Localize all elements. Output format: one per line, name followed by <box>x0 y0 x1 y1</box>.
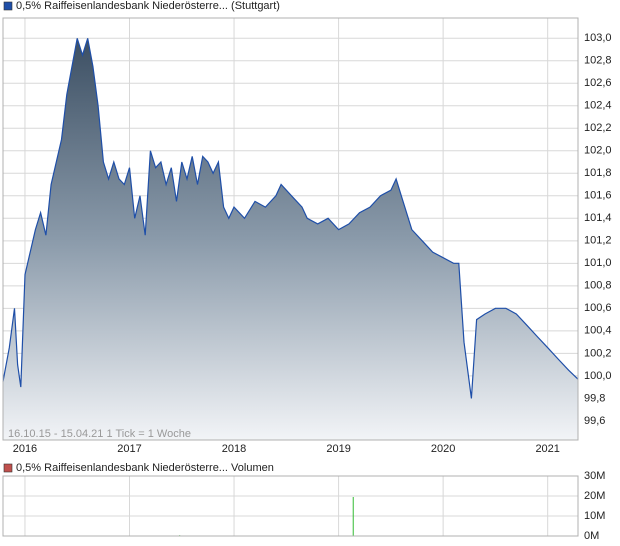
y-tick-label: 103,0 <box>584 32 612 44</box>
x-tick-label: 2016 <box>13 443 37 455</box>
y-tick-label: 30M <box>584 470 605 482</box>
y-tick-label: 101,8 <box>584 167 612 179</box>
x-tick-label: 2017 <box>117 443 141 455</box>
y-tick-label: 102,2 <box>584 122 612 134</box>
legend-label: 0,5% Raiffeisenlandesbank Niederösterre.… <box>16 462 274 474</box>
y-tick-label: 102,6 <box>584 77 612 89</box>
y-tick-label: 101,2 <box>584 235 612 247</box>
y-tick-label: 100,0 <box>584 370 612 382</box>
x-tick-label: 2021 <box>535 443 559 455</box>
y-tick-label: 0M <box>584 530 599 542</box>
y-tick-label: 100,6 <box>584 302 612 314</box>
legend-swatch <box>3 1 13 11</box>
volume-bar <box>352 497 354 536</box>
y-tick-label: 99,8 <box>584 392 605 404</box>
price-line <box>2 38 579 399</box>
y-tick-label: 100,4 <box>584 325 612 337</box>
y-tick-label: 102,4 <box>584 100 612 112</box>
y-tick-label: 20M <box>584 490 605 502</box>
y-tick-label: 100,2 <box>584 347 612 359</box>
y-tick-label: 100,8 <box>584 280 612 292</box>
y-tick-label: 101,4 <box>584 212 612 224</box>
y-tick-label: 102,8 <box>584 55 612 67</box>
y-tick-label: 102,0 <box>584 145 612 157</box>
plot-frame <box>2 475 579 537</box>
legend-swatch <box>3 463 13 473</box>
y-tick-label: 101,6 <box>584 190 612 202</box>
x-tick-label: 2019 <box>326 443 350 455</box>
legend-label: 0,5% Raiffeisenlandesbank Niederösterre.… <box>16 0 280 12</box>
x-tick-label: 2018 <box>222 443 246 455</box>
area-fill <box>3 38 578 441</box>
y-tick-label: 10M <box>584 510 605 522</box>
y-tick-label: 99,6 <box>584 415 605 427</box>
y-tick-label: 101,0 <box>584 257 612 269</box>
x-tick-label: 2020 <box>431 443 455 455</box>
plot-frame <box>2 17 579 441</box>
footnote: 16.10.15 - 15.04.21 1 Tick = 1 Woche <box>8 428 191 440</box>
